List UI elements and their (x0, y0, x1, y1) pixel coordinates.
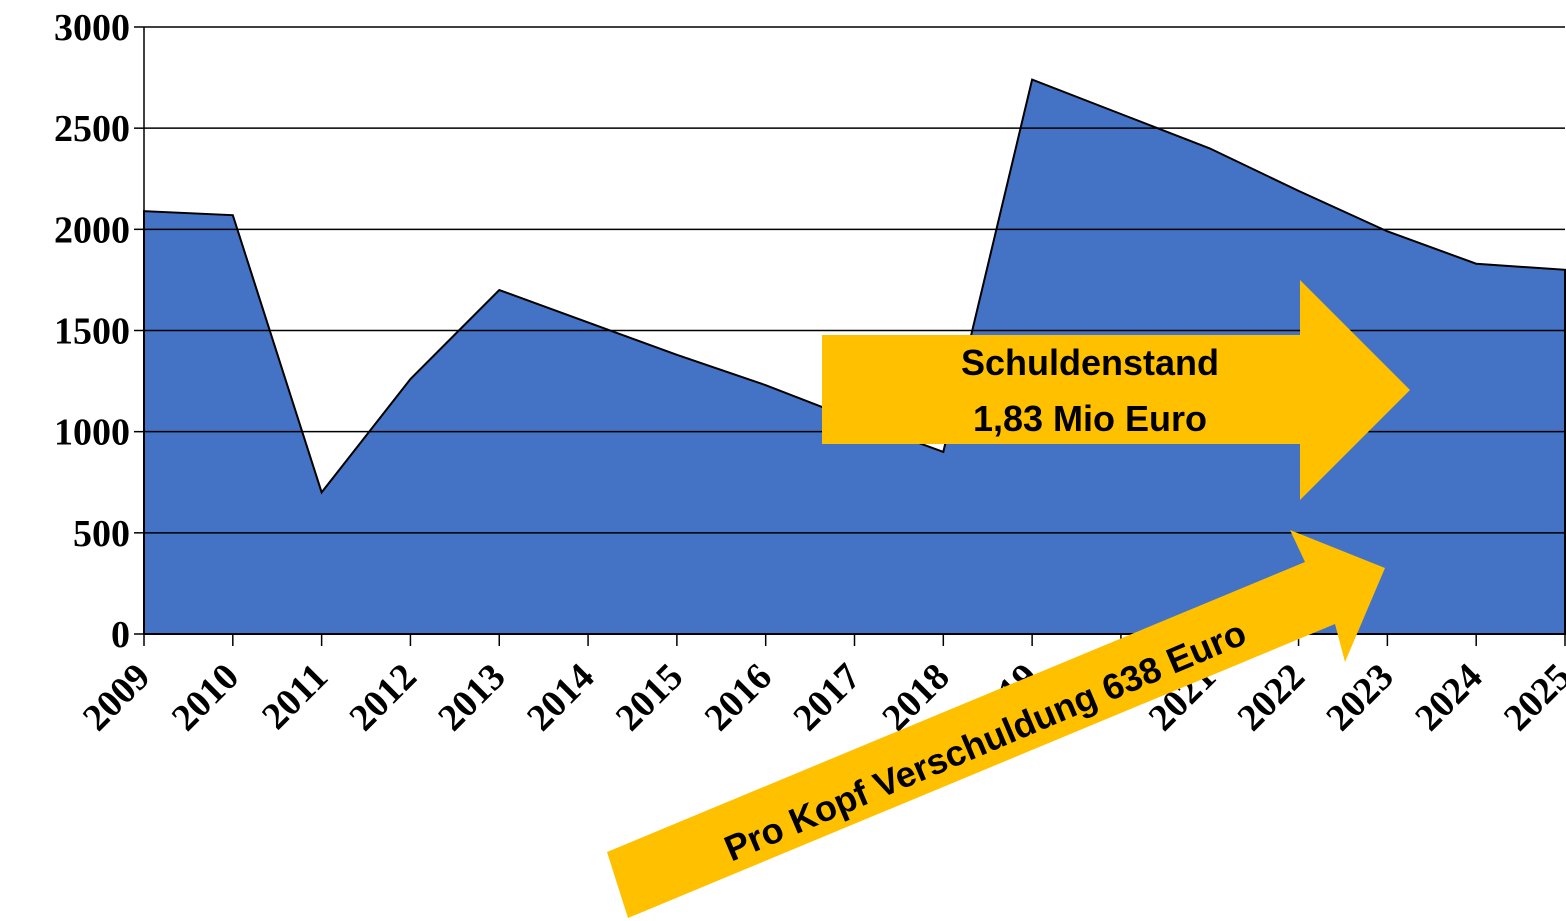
y-tick-label: 1000 (54, 412, 130, 454)
annotation-arrow (607, 530, 1385, 918)
x-tick-label: 2025 (1496, 656, 1566, 739)
x-tick-label: 2014 (519, 656, 602, 739)
annotation-arrow (822, 280, 1410, 500)
x-tick-label: 2022 (1229, 656, 1312, 739)
annotation-text: Pro Kopf Verschuldung 638 Euro (718, 612, 1251, 869)
y-tick-label: 2000 (54, 209, 130, 251)
x-tick-label: 2012 (341, 656, 424, 739)
y-tick-label: 2500 (54, 108, 130, 150)
y-tick-label: 500 (73, 513, 130, 555)
annotation-text: Schuldenstand (961, 342, 1219, 383)
y-tick-label: 1500 (54, 311, 130, 353)
x-tick-label: 2023 (1318, 656, 1401, 739)
x-tick-label: 2009 (75, 656, 158, 739)
x-tick-label: 2017 (785, 656, 868, 739)
y-tick-label: 3000 (54, 7, 130, 49)
x-tick-label: 2015 (608, 656, 691, 739)
annotation-text: 1,83 Mio Euro (973, 398, 1207, 439)
x-tick-label: 2011 (254, 656, 336, 738)
y-tick-label: 0 (111, 614, 130, 656)
x-tick-label: 2010 (164, 656, 247, 739)
x-tick-label: 2016 (697, 656, 780, 739)
x-tick-label: 2024 (1407, 656, 1490, 739)
x-tick-label: 2013 (430, 656, 513, 739)
